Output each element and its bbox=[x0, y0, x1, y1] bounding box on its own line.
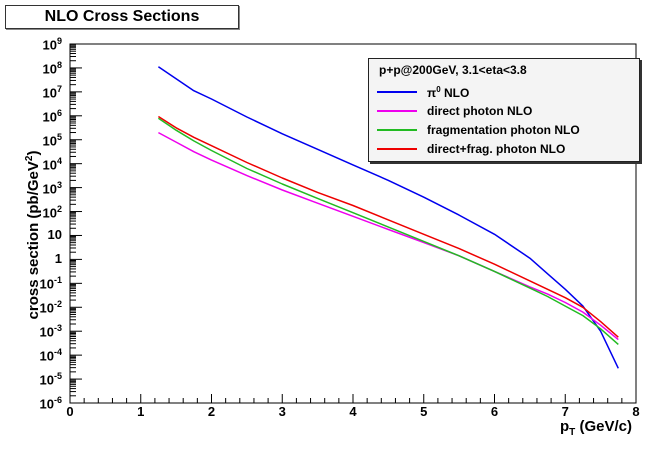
y-tick-base: 10 bbox=[47, 227, 62, 243]
y-tick-label: 105 bbox=[22, 132, 62, 148]
y-tick-label: 10-4 bbox=[22, 347, 62, 363]
y-tick-label: 107 bbox=[22, 84, 62, 100]
y-tick-label: 1 bbox=[22, 251, 62, 266]
y-tick-exponent: 7 bbox=[56, 83, 62, 94]
y-tick-exponent: 4 bbox=[56, 155, 62, 166]
y-tick-exponent: 3 bbox=[56, 179, 62, 190]
y-tick-exponent: -5 bbox=[53, 371, 62, 382]
y-tick-base: 10 bbox=[39, 372, 54, 388]
x-tick-label: 5 bbox=[420, 404, 428, 419]
legend-swatch bbox=[377, 91, 417, 93]
y-tick-exponent: 6 bbox=[56, 107, 62, 118]
legend-label-main: direct photon NLO bbox=[427, 104, 533, 118]
y-tick-base: 10 bbox=[42, 204, 57, 220]
x-tick-label: 8 bbox=[632, 404, 640, 419]
x-tick-label: 4 bbox=[349, 404, 357, 419]
legend-label-main: fragmentation photon NLO bbox=[427, 123, 580, 137]
series-line-pi0-nlo bbox=[157, 66, 619, 369]
legend-label: fragmentation photon NLO bbox=[427, 123, 580, 137]
y-tick-label: 10-5 bbox=[22, 371, 62, 387]
y-tick-label: 10 bbox=[22, 227, 62, 242]
legend-item: fragmentation photon NLO bbox=[377, 121, 580, 139]
x-tick-label: 2 bbox=[207, 404, 216, 419]
legend-swatch bbox=[377, 129, 417, 131]
legend-swatch bbox=[377, 110, 417, 112]
y-tick-base: 10 bbox=[42, 61, 57, 77]
y-tick-label: 102 bbox=[22, 204, 62, 220]
y-tick-label: 103 bbox=[22, 180, 62, 196]
legend-label: π0 NLO bbox=[427, 85, 469, 100]
legend-item: π0 NLO bbox=[377, 83, 469, 101]
chart-title: NLO Cross Sections bbox=[44, 8, 200, 25]
x-axis-label-rest: (GeV/c) bbox=[575, 418, 632, 435]
x-axis-label-sub: T bbox=[569, 427, 576, 438]
y-tick-base: 10 bbox=[39, 300, 54, 316]
y-tick-base: 10 bbox=[39, 324, 54, 340]
x-tick-label: 0 bbox=[66, 404, 74, 419]
y-tick-exponent: 8 bbox=[56, 59, 62, 70]
legend-label-main: direct+frag. photon NLO bbox=[427, 142, 566, 156]
y-tick-base: 10 bbox=[39, 348, 54, 364]
legend-label: direct photon NLO bbox=[427, 104, 532, 118]
y-tick-base: 10 bbox=[39, 276, 54, 292]
y-tick-label: 106 bbox=[22, 108, 62, 124]
legend-label-rest: NLO bbox=[440, 85, 470, 100]
legend-label-sup: 0 bbox=[436, 84, 441, 94]
y-tick-exponent: -3 bbox=[53, 323, 62, 334]
x-tick-label: 7 bbox=[561, 404, 569, 419]
y-tick-exponent: -4 bbox=[53, 347, 62, 358]
legend-header: p+p@200GeV, 3.1<eta<3.8 bbox=[379, 63, 527, 77]
legend: p+p@200GeV, 3.1<eta<3.8 π0 NLO direct pho… bbox=[368, 58, 640, 162]
series-line-fragmentation-photon-nlo bbox=[157, 117, 619, 345]
x-tick-label: 6 bbox=[490, 404, 499, 419]
y-tick-exponent: -6 bbox=[53, 395, 62, 405]
y-tick-label: 10-3 bbox=[22, 323, 62, 339]
y-tick-base: 10 bbox=[42, 109, 57, 125]
y-tick-exponent: -1 bbox=[53, 275, 62, 286]
series-line-direct-frag-photon-nlo bbox=[157, 115, 619, 338]
y-tick-label: 10-2 bbox=[22, 299, 62, 315]
y-tick-base: 10 bbox=[42, 85, 57, 101]
y-tick-label: 108 bbox=[22, 60, 62, 76]
legend-swatch bbox=[377, 148, 417, 150]
legend-item: direct photon NLO bbox=[377, 102, 532, 120]
x-axis-label-main: p bbox=[560, 418, 570, 435]
y-tick-base: 1 bbox=[54, 251, 62, 267]
legend-label: direct+frag. photon NLO bbox=[427, 142, 565, 156]
y-tick-base: 10 bbox=[42, 133, 57, 149]
legend-item: direct+frag. photon NLO bbox=[377, 140, 565, 158]
y-tick-base: 10 bbox=[42, 156, 57, 172]
y-tick-base: 10 bbox=[42, 37, 57, 53]
y-tick-base: 10 bbox=[42, 180, 57, 196]
legend-label-main: π bbox=[427, 85, 437, 100]
y-tick-exponent: 5 bbox=[56, 131, 62, 142]
chart-title-box: NLO Cross Sections bbox=[5, 5, 239, 29]
y-tick-label: 10-6 bbox=[22, 395, 62, 411]
x-tick-label: 1 bbox=[137, 404, 145, 419]
y-tick-label: 10-1 bbox=[22, 275, 62, 291]
y-tick-label: 109 bbox=[22, 36, 62, 52]
y-tick-exponent: 9 bbox=[56, 36, 62, 46]
series-line-direct-photon-nlo bbox=[158, 131, 619, 341]
y-tick-base: 10 bbox=[39, 396, 54, 412]
x-axis-label: pT (GeV/c) bbox=[560, 418, 632, 438]
y-tick-exponent: -2 bbox=[53, 299, 62, 310]
x-tick-label: 3 bbox=[278, 404, 286, 419]
y-tick-label: 104 bbox=[22, 156, 62, 172]
y-tick-exponent: 2 bbox=[56, 203, 62, 214]
